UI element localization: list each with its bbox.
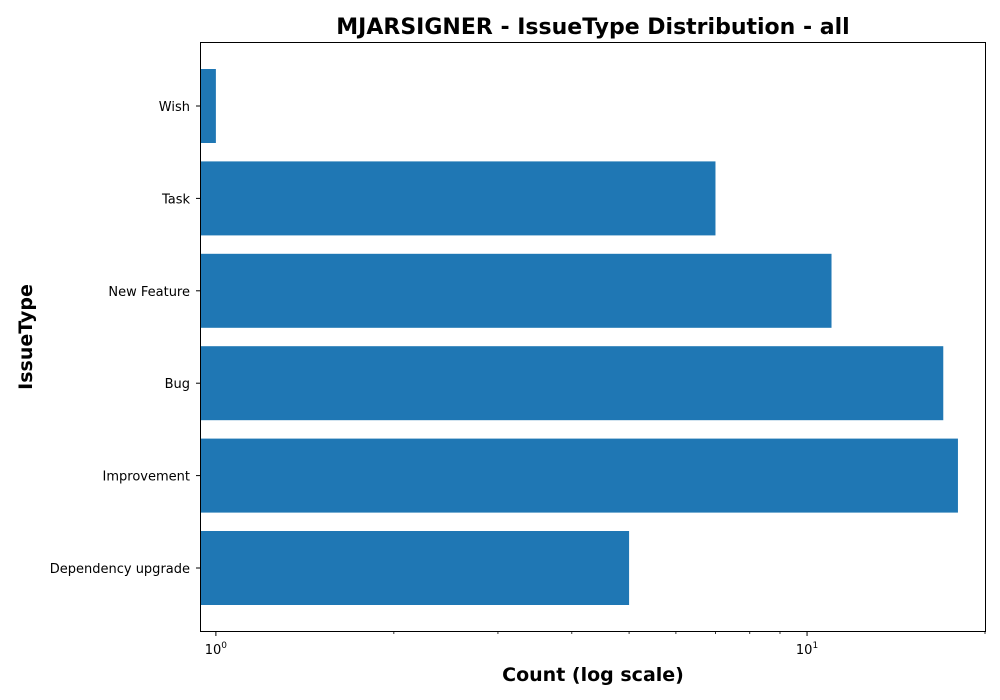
x-tick-label: 101 xyxy=(796,641,818,658)
y-axis-label: IssueType xyxy=(15,284,37,390)
bar-wish xyxy=(200,69,216,143)
y-tick-label: Wish xyxy=(159,100,190,115)
y-ticks-layer: Dependency upgrade Improvement Bug New Feat… xyxy=(50,100,200,577)
y-tick-label: Dependency upgrade xyxy=(50,562,190,577)
plot-frame xyxy=(200,42,986,632)
chart-title: MJARSIGNER - IssueType Distribution - al… xyxy=(336,15,849,40)
y-tick-label: Improvement xyxy=(103,470,190,485)
x-tick-label: 100 xyxy=(205,641,228,658)
bar-dependency-upgrade xyxy=(200,531,630,605)
y-tick-label: Bug xyxy=(165,377,190,392)
x-ticks-layer: 100 101 xyxy=(205,631,986,658)
bar-task xyxy=(200,161,716,236)
bar-improvement xyxy=(200,438,958,513)
bars-layer xyxy=(200,69,958,605)
y-tick-label: Task xyxy=(161,192,191,207)
bar-bug xyxy=(200,346,944,421)
y-tick-label: New Feature xyxy=(108,285,190,300)
bar-new-feature xyxy=(200,253,832,328)
x-axis-label: Count (log scale) xyxy=(502,664,684,686)
